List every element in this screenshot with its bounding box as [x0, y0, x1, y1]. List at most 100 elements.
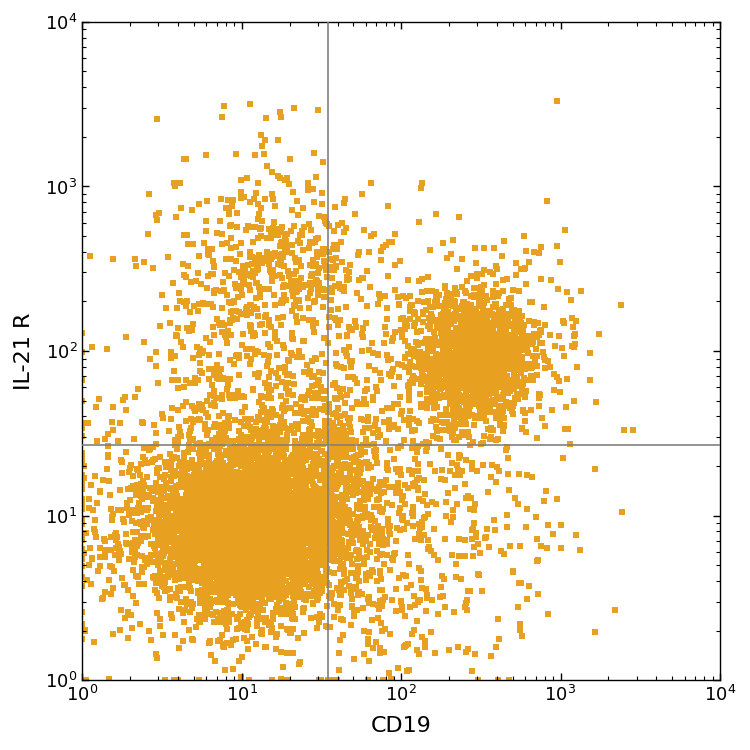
Point: [290, 469, 302, 481]
Point: [533, 392, 545, 404]
Point: [435, 382, 447, 394]
Point: [290, 490, 302, 502]
Point: [496, 320, 508, 332]
Point: [206, 546, 218, 558]
Point: [266, 496, 278, 508]
Point: [356, 512, 368, 524]
Point: [248, 544, 259, 556]
Point: [277, 550, 289, 562]
Point: [296, 562, 307, 574]
Point: [309, 537, 321, 549]
Point: [424, 370, 436, 382]
Point: [290, 469, 302, 481]
Point: [76, 501, 88, 513]
Point: [440, 475, 452, 487]
Point: [114, 544, 126, 556]
Point: [151, 112, 163, 125]
Point: [226, 520, 238, 532]
Point: [207, 512, 219, 524]
Point: [297, 550, 309, 562]
Point: [245, 548, 257, 560]
Point: [153, 207, 165, 219]
Point: [347, 489, 359, 501]
Point: [327, 522, 339, 534]
Point: [408, 350, 420, 362]
Point: [389, 228, 401, 240]
Point: [254, 541, 266, 553]
Point: [209, 487, 221, 499]
Point: [189, 510, 201, 522]
Point: [434, 382, 446, 394]
Point: [271, 500, 283, 512]
Point: [558, 350, 570, 362]
Point: [327, 524, 339, 536]
Point: [317, 513, 329, 525]
Point: [281, 492, 293, 504]
Point: [321, 491, 333, 503]
Point: [485, 431, 497, 443]
Point: [189, 371, 201, 383]
Point: [217, 433, 229, 445]
Point: [373, 538, 385, 550]
Point: [206, 476, 218, 488]
Point: [220, 479, 232, 491]
Point: [138, 335, 150, 347]
Point: [179, 477, 191, 489]
Point: [198, 557, 210, 569]
Point: [150, 505, 162, 517]
Point: [136, 480, 148, 492]
Point: [274, 501, 286, 513]
Point: [160, 477, 172, 489]
Point: [210, 488, 222, 500]
Point: [516, 422, 528, 434]
Point: [503, 361, 515, 373]
Point: [300, 530, 312, 542]
Point: [369, 521, 381, 533]
Point: [79, 547, 91, 559]
Point: [271, 555, 283, 567]
Point: [215, 500, 227, 512]
Point: [528, 316, 540, 328]
Point: [152, 486, 164, 498]
Point: [305, 513, 317, 525]
Point: [469, 386, 481, 398]
Point: [156, 481, 168, 493]
Point: [225, 456, 237, 468]
Point: [308, 598, 320, 610]
Point: [494, 346, 506, 358]
Point: [432, 368, 444, 380]
Point: [252, 346, 264, 358]
Point: [249, 560, 261, 572]
Point: [193, 498, 205, 510]
Point: [102, 451, 114, 463]
Point: [466, 344, 478, 355]
Point: [436, 328, 448, 340]
Point: [265, 411, 277, 423]
Point: [174, 585, 186, 597]
Point: [442, 386, 454, 398]
Point: [194, 527, 206, 539]
Point: [506, 351, 518, 363]
Point: [262, 500, 274, 512]
Point: [196, 346, 208, 358]
Point: [371, 598, 383, 610]
Point: [196, 544, 208, 556]
Point: [103, 673, 115, 685]
Point: [459, 358, 471, 370]
Point: [480, 380, 492, 392]
Point: [268, 464, 280, 476]
Point: [445, 384, 457, 396]
Point: [441, 312, 453, 324]
Point: [291, 572, 303, 584]
Point: [478, 411, 490, 423]
Point: [344, 470, 355, 482]
Point: [482, 487, 494, 499]
Point: [278, 494, 290, 506]
Point: [344, 620, 356, 632]
Point: [216, 438, 228, 450]
Point: [238, 548, 250, 560]
Point: [243, 596, 255, 608]
Point: [191, 512, 203, 524]
Point: [263, 514, 275, 526]
Point: [256, 517, 268, 529]
